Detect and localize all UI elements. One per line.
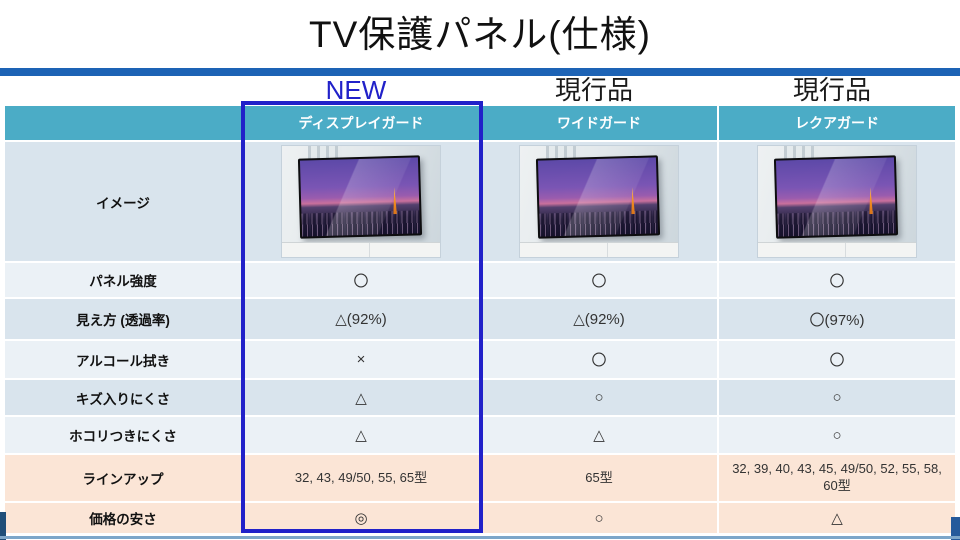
tv-cabinet <box>758 242 916 257</box>
image-cell-2 <box>719 142 955 261</box>
tag-new: NEW <box>325 75 387 105</box>
value-scratch-resist-2: ○ <box>719 380 955 415</box>
value-scratch-resist-0: △ <box>243 380 479 415</box>
header-product-0: ディスプレイガード <box>243 106 479 140</box>
value-lineup-1: 65型 <box>481 455 717 501</box>
tv-cabinet <box>520 242 678 257</box>
row-label-lineup: ラインアップ <box>5 455 241 501</box>
value-dust-resist-1: △ <box>481 417 717 453</box>
value-panel-strength-0: 〇 <box>243 263 479 297</box>
tv-photo <box>758 146 916 257</box>
title-underline-bar <box>0 68 960 76</box>
value-visibility-2: 〇(97%) <box>719 299 955 339</box>
value-alcohol-wipe-1: 〇 <box>481 341 717 378</box>
image-cell-0 <box>243 142 479 261</box>
tv-screen-sunset-cityscape <box>299 157 421 237</box>
tv-screen-sunset-cityscape <box>775 157 897 237</box>
row-label-dust-resist: ホコリつきにくさ <box>5 417 241 453</box>
screen-glare <box>299 157 421 237</box>
value-panel-strength-2: 〇 <box>719 263 955 297</box>
bottom-divider-line <box>0 536 960 539</box>
bottom-left-accent-bar <box>0 512 6 540</box>
value-visibility-1: △(92%) <box>481 299 717 339</box>
row-label-image: イメージ <box>5 142 241 261</box>
tv-frame <box>297 155 423 239</box>
value-dust-resist-0: △ <box>243 417 479 453</box>
spec-comparison-table: ディスプレイガード ワイドガード レクアガード イメージ パネル強度〇〇〇見え方 (透過… <box>5 106 955 533</box>
tv-frame <box>535 155 661 239</box>
value-scratch-resist-1: ○ <box>481 380 717 415</box>
row-label-visibility: 見え方 (透過率) <box>5 299 241 339</box>
value-visibility-0: △(92%) <box>243 299 479 339</box>
tag-current-product-2: 現行品 <box>792 75 871 105</box>
value-price-2: △ <box>719 503 955 533</box>
image-cell-1 <box>481 142 717 261</box>
row-label-price: 価格の安さ <box>5 503 241 533</box>
page-title: TV保護パネル(仕様) <box>309 14 651 55</box>
header-product-1: ワイドガード <box>481 106 717 140</box>
header-product-2: レクアガード <box>719 106 955 140</box>
value-dust-resist-2: ○ <box>719 417 955 453</box>
bottom-right-accent-bar <box>951 517 960 540</box>
value-panel-strength-1: 〇 <box>481 263 717 297</box>
header-spacer-cell <box>5 106 241 140</box>
value-alcohol-wipe-2: 〇 <box>719 341 955 378</box>
column-tags-row: NEW 現行品 現行品 <box>0 77 960 103</box>
tag-current-product-1: 現行品 <box>554 75 633 105</box>
row-label-panel-strength: パネル強度 <box>5 263 241 297</box>
value-lineup-0: 32, 43, 49/50, 55, 65型 <box>243 455 479 501</box>
tv-photo <box>282 146 440 257</box>
tv-screen-sunset-cityscape <box>537 157 659 237</box>
row-label-alcohol-wipe: アルコール拭き <box>5 341 241 378</box>
value-alcohol-wipe-0: × <box>243 341 479 378</box>
value-price-1: ○ <box>481 503 717 533</box>
screen-glare <box>775 157 897 237</box>
tv-photo <box>520 146 678 257</box>
tv-cabinet <box>282 242 440 257</box>
value-lineup-2: 32, 39, 40, 43, 45, 49/50, 52, 55, 58, 6… <box>719 455 955 501</box>
row-label-scratch-resist: キズ入りにくさ <box>5 380 241 415</box>
screen-glare <box>537 157 659 237</box>
value-price-0: ◎ <box>243 503 479 533</box>
tv-frame <box>773 155 899 239</box>
